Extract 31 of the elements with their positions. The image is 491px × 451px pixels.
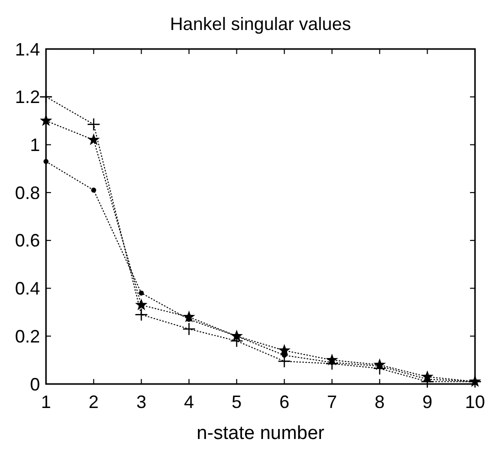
point [135,298,148,310]
x-tick-label: 8 [374,392,385,412]
point [282,352,287,358]
point [39,90,53,104]
x-tick-label: 2 [88,392,99,412]
y-tick-label: 0.6 [14,230,40,251]
x-tick-label: 4 [184,392,194,412]
point [87,118,100,131]
point [40,114,52,126]
y-tick-label: 0.2 [14,326,40,346]
y-tick-label: 0.4 [14,278,40,299]
x-tick-label: 6 [279,392,290,412]
x-axis-title: n-state number [196,423,326,444]
point [278,344,291,356]
point [182,322,196,336]
point [138,290,144,296]
x-tick-label: 10 [464,392,486,412]
x-tick-label: 9 [422,392,432,412]
x-tick-label: 5 [232,392,242,412]
y-tick-label: 1.2 [14,87,40,108]
point [134,308,148,322]
x-tick-label: 3 [136,392,146,412]
point [91,188,96,193]
y-tick-label: 1 [30,135,40,156]
chart-title: Hankel singular values [170,14,352,34]
y-tick-label: 0 [30,374,40,394]
x-tick-label: 7 [326,392,338,412]
y-tick-label: 0.8 [14,182,40,203]
point [44,158,48,164]
y-tick-label: 1.4 [14,39,40,60]
point [87,133,100,146]
